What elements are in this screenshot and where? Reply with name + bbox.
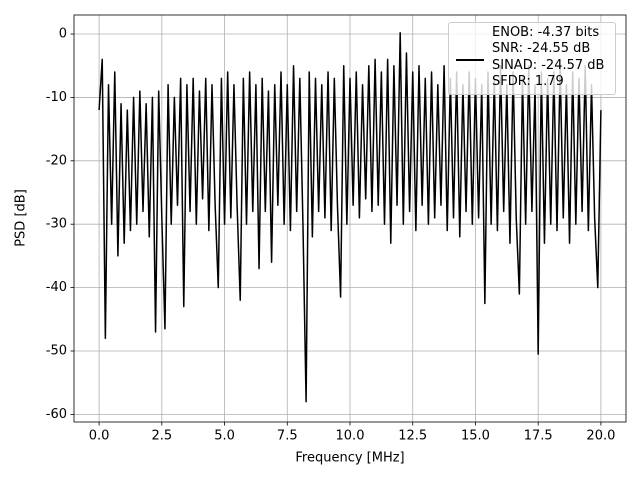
legend-swatch	[456, 59, 484, 61]
x-tick-label: 2.5	[151, 429, 172, 444]
x-tick-label: 10.0	[336, 429, 365, 444]
x-tick-label: 17.5	[524, 429, 553, 444]
plot-frame	[73, 14, 627, 423]
y-tick-label: 0	[59, 27, 67, 42]
x-tick-label: 0.0	[89, 429, 110, 444]
x-axis-label: Frequency [MHz]	[295, 451, 404, 466]
x-tick-label: 15.0	[461, 429, 490, 444]
legend-label: ENOB: -4.37 bits SNR: -24.55 dB SINAD: -…	[492, 25, 605, 89]
y-tick-label: -20	[46, 153, 67, 168]
x-tick-label: 5.0	[214, 429, 235, 444]
y-tick-label: -50	[46, 343, 67, 358]
y-axis-label: PSD [dB]	[14, 189, 29, 247]
y-tick-label: -40	[46, 280, 67, 295]
y-tick-label: -30	[46, 217, 67, 232]
x-tick-label: 20.0	[586, 429, 615, 444]
x-tick-label: 12.5	[398, 429, 427, 444]
data-line	[98, 32, 602, 403]
y-tick-label: -60	[46, 407, 67, 422]
y-tick-label: -10	[46, 90, 67, 105]
x-tick-label: 7.5	[277, 429, 298, 444]
legend: ENOB: -4.37 bits SNR: -24.55 dB SINAD: -…	[448, 22, 616, 95]
